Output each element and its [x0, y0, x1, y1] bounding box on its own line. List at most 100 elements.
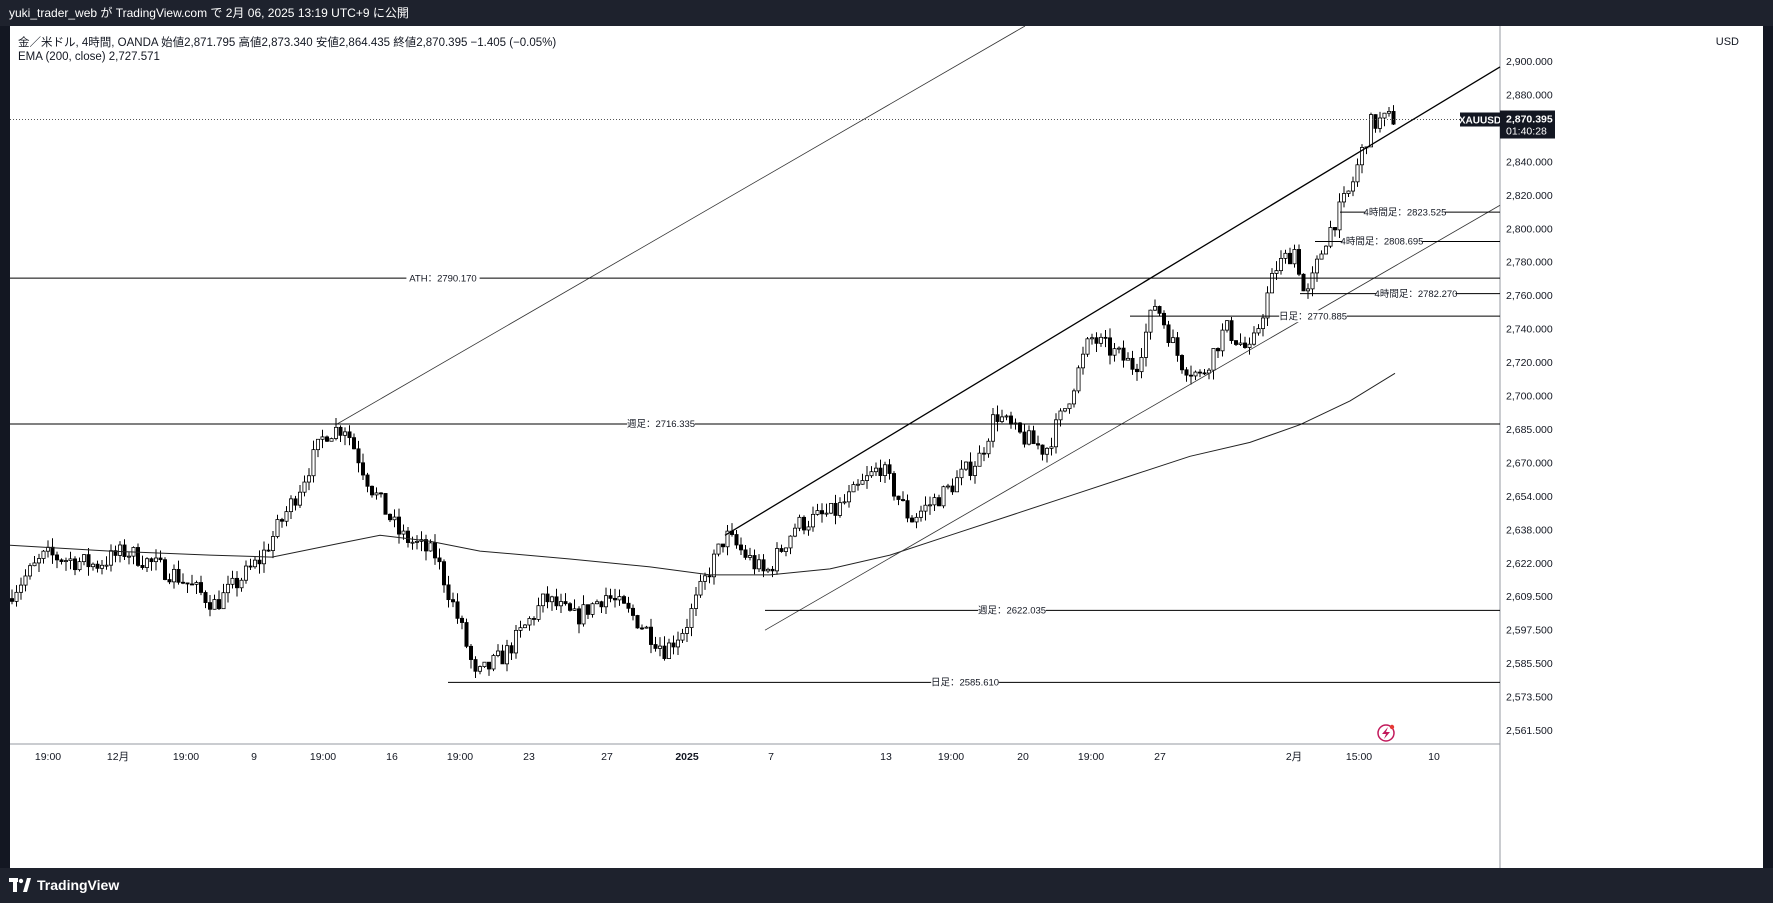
candle-down: [1243, 342, 1248, 348]
x-tick-label: 2025: [675, 751, 699, 763]
candle-down: [338, 426, 343, 436]
tradingview-logo-icon: [9, 878, 31, 892]
candle-down: [1373, 114, 1378, 129]
candle-up: [230, 577, 235, 585]
candle-up: [41, 550, 46, 559]
publish-bar: yuki_trader_web が TradingView.com で 2月 0…: [0, 0, 1773, 26]
candle-up: [1112, 348, 1117, 356]
candle-up: [1265, 292, 1270, 319]
candle-up: [1126, 357, 1131, 361]
candle-up: [923, 504, 928, 512]
candle-up: [518, 627, 523, 631]
currency-label[interactable]: USD: [1715, 36, 1739, 48]
candle-down: [1040, 444, 1045, 455]
x-tick-label: 9: [251, 751, 257, 763]
candle-up: [1310, 272, 1315, 290]
candle-up: [109, 550, 114, 566]
candle-up: [284, 511, 289, 522]
tradingview-logo[interactable]: TradingView: [9, 877, 119, 893]
candle-up: [513, 629, 518, 654]
candle-up: [392, 516, 397, 521]
candle-up: [495, 650, 500, 656]
y-tick-label: 2,780.000: [1506, 257, 1553, 269]
x-tick-label: 7: [768, 751, 774, 763]
candle-up: [712, 553, 717, 578]
candle-up: [793, 527, 798, 537]
candle-up: [1283, 252, 1288, 259]
candle-down: [450, 599, 455, 603]
candle-up: [842, 501, 847, 504]
candle-up: [860, 480, 865, 485]
candle-up: [973, 465, 978, 476]
candle-up: [716, 543, 721, 555]
candle-up: [1247, 343, 1252, 348]
candle-down: [167, 579, 172, 583]
candle-up: [1148, 309, 1153, 333]
candle-up: [1238, 342, 1243, 345]
candle-down: [162, 559, 167, 580]
y-tick-label: 2,573.500: [1506, 692, 1553, 704]
symbol-badge-bg: [1460, 112, 1500, 127]
candle-down: [613, 597, 618, 601]
chart-frame[interactable]: 2,561.500 2,573.500 2,585.500 2,597.500 2,60…: [10, 26, 1763, 868]
x-tick-label: 16: [386, 751, 398, 763]
candle-up: [946, 485, 951, 488]
candle-up: [333, 426, 338, 439]
candle-down: [721, 543, 726, 548]
candle-up: [1382, 112, 1387, 119]
candle-up: [1054, 419, 1059, 448]
candle-up: [18, 584, 23, 593]
candle-up: [504, 645, 509, 665]
level-label-bg: [1279, 310, 1347, 323]
x-tick-label: 2月: [1286, 751, 1302, 763]
candle-down: [910, 517, 915, 523]
candle-down: [833, 502, 838, 516]
candle-up: [1193, 371, 1198, 377]
candle-down: [324, 436, 329, 442]
candle-up: [829, 502, 834, 514]
candle-up: [559, 601, 564, 607]
level-label-bg: [406, 272, 480, 285]
candle-up: [847, 491, 852, 503]
candle-up: [617, 596, 622, 601]
candle-up: [1220, 329, 1225, 352]
candle-down: [1094, 337, 1099, 344]
candle-down: [937, 497, 942, 507]
y-tick-label: 2,622.000: [1506, 558, 1553, 570]
lightning-icon[interactable]: [1377, 724, 1395, 742]
price-chart[interactable]: 2,561.500 2,573.500 2,585.500 2,597.500 2,60…: [10, 26, 1763, 868]
candle-down: [532, 618, 537, 620]
candle-up: [1360, 147, 1365, 166]
candle-up: [590, 603, 595, 615]
candle-down: [437, 557, 442, 563]
candle-down: [878, 467, 883, 476]
candle-up: [1004, 415, 1009, 418]
candle-up: [694, 594, 699, 609]
candle-down: [968, 461, 973, 476]
candle-down: [779, 548, 784, 552]
candle-up: [127, 555, 132, 558]
level-label: ATH：2790.170: [409, 273, 476, 284]
candle-up: [986, 440, 991, 455]
ema-legend: EMA (200, close) 2,727.571: [18, 51, 160, 63]
candle-down: [761, 559, 766, 572]
y-tick-label: 2,880.000: [1506, 89, 1553, 101]
level-label-bg: [627, 417, 695, 430]
candle-down: [802, 516, 807, 531]
candle-down: [500, 650, 505, 665]
x-tick-label: 20: [1017, 751, 1029, 763]
candle-up: [239, 579, 244, 589]
candle-up: [320, 436, 325, 440]
candle-up: [928, 504, 933, 507]
candle-down: [455, 601, 460, 619]
candle-down: [545, 593, 550, 603]
candle-up: [1346, 190, 1351, 194]
candle-up: [581, 604, 586, 625]
candle-up: [288, 498, 293, 513]
candle-up: [428, 542, 433, 552]
candle-up: [838, 502, 843, 516]
candle-up: [315, 438, 320, 451]
y-tick-label: 2,597.500: [1506, 625, 1553, 637]
candle-up: [869, 471, 874, 477]
x-tick-label: 19:00: [938, 751, 964, 763]
